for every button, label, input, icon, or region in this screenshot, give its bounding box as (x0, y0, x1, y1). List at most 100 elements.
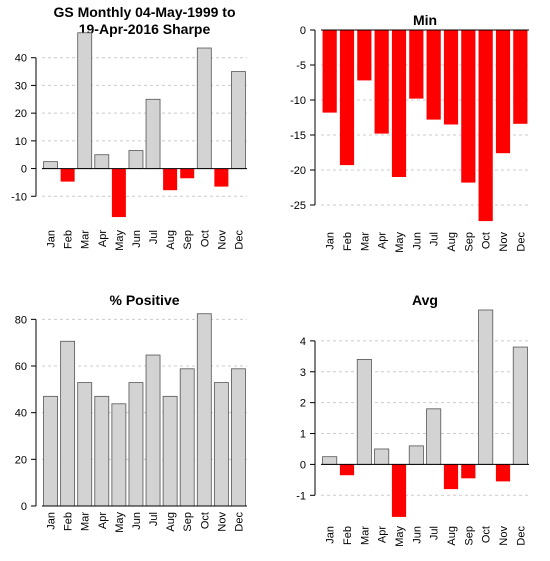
y-tick-label: 1 (300, 429, 306, 441)
chart-panel-3: % Positive 0 20 40 60 80 Jan Feb Mar Apr May Jun Jul… (15, 292, 247, 533)
bar-may (391, 30, 407, 177)
y-tick-label: 20 (15, 454, 27, 466)
x-tick-label: Sep (463, 526, 475, 546)
bar-aug (163, 168, 178, 191)
x-tick-label: May (114, 512, 126, 533)
x-tick-label: Nov (216, 230, 228, 250)
bar-dec (512, 346, 528, 465)
x-tick-label: Aug (165, 230, 177, 250)
bar-oct (196, 47, 212, 169)
x-tick-label: Apr (97, 512, 109, 529)
x-tick-label: Jul (148, 512, 160, 526)
bar-aug (443, 30, 459, 125)
x-tick-label: Nov (498, 232, 510, 252)
y-tick-label: 80 (15, 314, 27, 326)
y-tick-label: -20 (290, 165, 306, 177)
x-tick-label: Aug (165, 512, 177, 532)
x-tick-label: Jun (131, 512, 143, 530)
chart-title: GS Monthly 04-May-1999 to (53, 4, 235, 20)
bar-aug (162, 395, 178, 507)
bar-jan (43, 395, 58, 507)
bar-oct (196, 313, 212, 507)
bar-feb (339, 464, 355, 476)
bar-dec (513, 30, 528, 124)
y-tick-label: 0 (21, 164, 27, 176)
y-tick-label: 2 (300, 398, 306, 410)
bar-aug (443, 464, 459, 490)
bar-jul (145, 98, 161, 169)
bar-jun (409, 30, 424, 99)
bar-sep (179, 368, 195, 507)
bar-jan (322, 456, 338, 465)
chart-title: 19-Apr-2016 Sharpe (79, 21, 211, 37)
chart-title: Min (413, 12, 437, 28)
y-tick-label: -15 (290, 130, 306, 142)
bar-nov (495, 464, 511, 482)
y-tick-label: -10 (11, 191, 27, 203)
y-tick-label: 40 (15, 53, 27, 65)
y-tick-label: -10 (290, 95, 306, 107)
bar-oct (478, 309, 494, 465)
bar-mar (356, 359, 372, 465)
chart-panel-2: Min 0 -5 -10 -15 -20 -25 Jan Feb Mar Apr May Jun Jul A… (290, 12, 529, 253)
y-tick-label: 60 (15, 361, 27, 373)
x-tick-label: Aug (446, 232, 458, 252)
bar-apr (94, 154, 110, 169)
x-tick-label: Nov (216, 512, 228, 532)
bar-apr (374, 448, 390, 465)
x-tick-label: Feb (342, 232, 354, 251)
y-tick-label: 3 (300, 367, 306, 379)
x-tick-label: Jul (429, 526, 441, 540)
y-tick-label: 4 (300, 336, 306, 348)
x-tick-label: Mar (80, 512, 92, 531)
bar-jun (128, 150, 144, 169)
y-tick-label: 20 (15, 108, 27, 120)
x-tick-label: Jan (46, 512, 58, 530)
bar-mar (77, 382, 93, 507)
x-tick-label: Oct (199, 230, 211, 247)
bar-oct (478, 30, 493, 222)
x-tick-label: Feb (63, 512, 75, 531)
x-tick-label: May (394, 232, 406, 253)
y-tick-label: -1 (296, 490, 306, 502)
bar-may (391, 464, 407, 517)
x-tick-label: Jun (411, 232, 423, 250)
x-tick-label: Sep (182, 230, 194, 250)
x-tick-label: Oct (481, 526, 493, 543)
x-tick-label: Mar (80, 230, 92, 249)
bar-feb (339, 30, 355, 166)
x-tick-label: Mar (359, 232, 371, 251)
bar-nov (495, 30, 511, 154)
bar-mar (77, 32, 93, 169)
bar-jul (426, 30, 441, 120)
x-tick-label: Jan (325, 526, 337, 544)
x-tick-label: Sep (463, 232, 475, 252)
x-tick-label: Dec (515, 526, 527, 546)
y-tick-label: 0 (300, 459, 306, 471)
x-tick-label: Feb (342, 526, 354, 545)
x-tick-label: Oct (199, 512, 211, 529)
x-tick-label: Nov (498, 526, 510, 546)
y-tick-label: -25 (290, 200, 306, 212)
bar-dec (231, 71, 246, 169)
y-tick-label: -5 (296, 60, 306, 72)
x-tick-label: Apr (377, 232, 389, 249)
bar-nov (213, 382, 229, 507)
y-tick-label: 10 (15, 136, 27, 148)
x-tick-label: Aug (446, 526, 458, 546)
x-tick-label: Jan (325, 232, 337, 250)
bar-may (111, 403, 127, 507)
chart-title: % Positive (109, 292, 179, 308)
y-tick-label: 0 (21, 501, 27, 513)
x-tick-label: Dec (233, 512, 245, 532)
bar-sep (461, 30, 476, 183)
x-tick-label: Sep (182, 512, 194, 532)
bar-jun (128, 382, 144, 507)
bar-dec (231, 368, 246, 507)
x-tick-label: May (114, 230, 126, 251)
bar-may (111, 168, 126, 218)
x-tick-label: Jul (429, 232, 441, 246)
bar-jan (322, 30, 337, 113)
bar-sep (180, 168, 195, 179)
